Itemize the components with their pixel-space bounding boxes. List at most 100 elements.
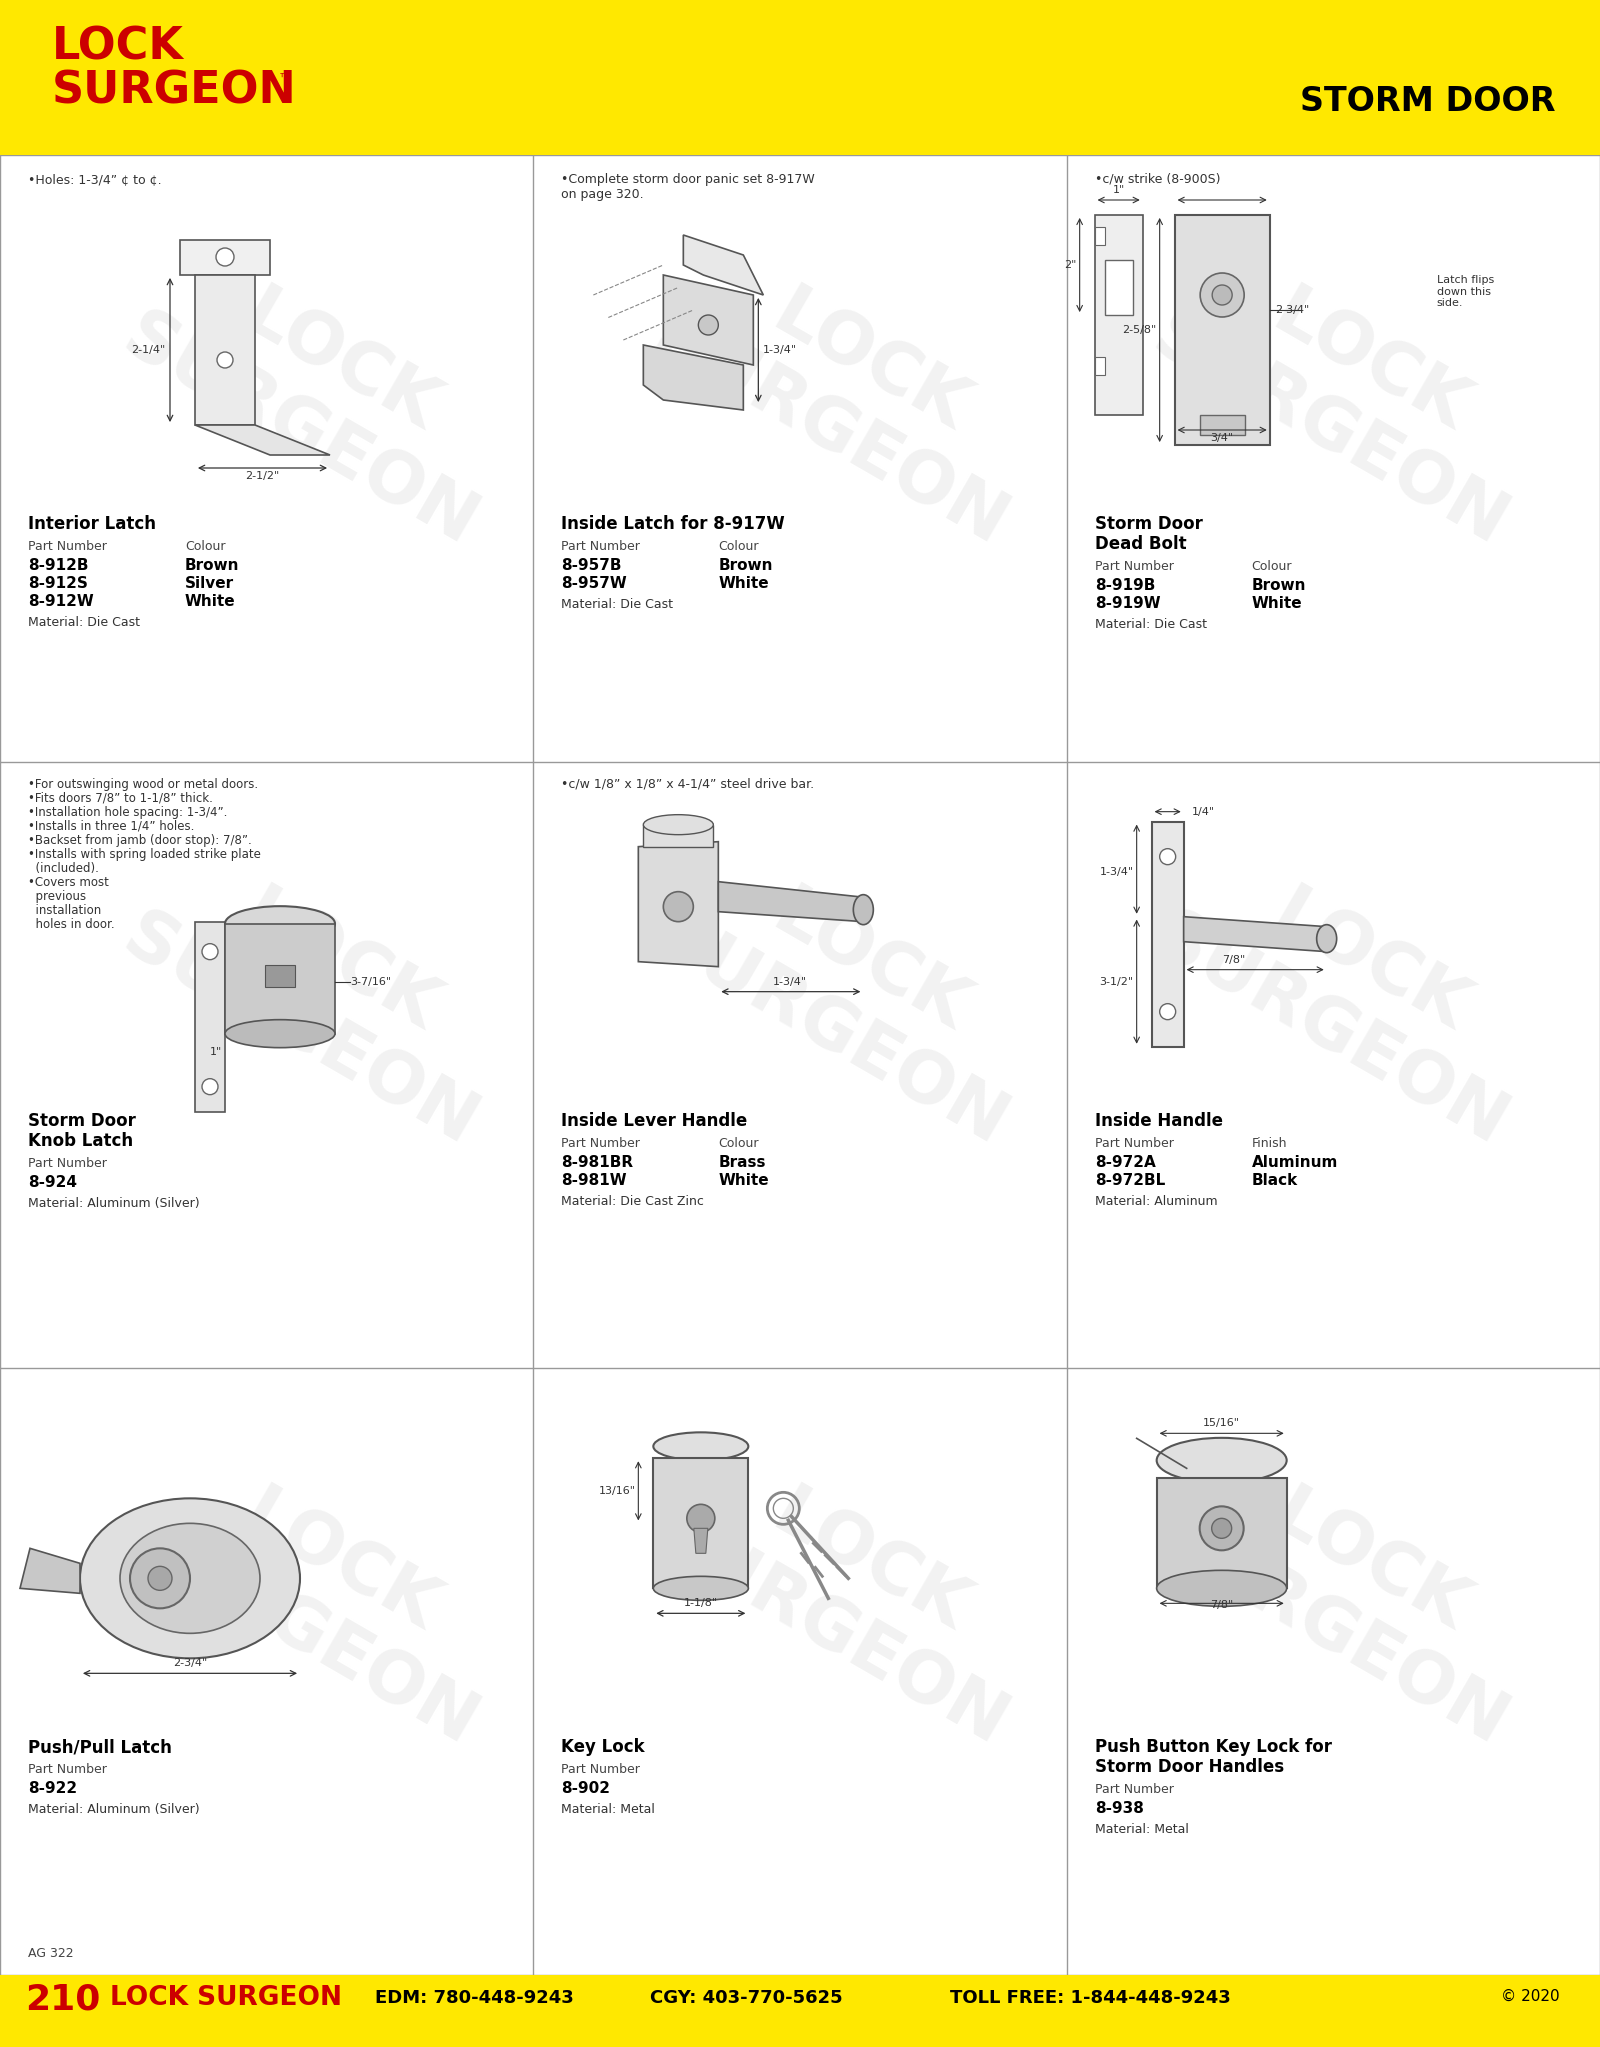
Text: 1": 1" (210, 1046, 222, 1056)
Circle shape (1211, 1519, 1232, 1539)
Text: Latch flips
down this
side.: Latch flips down this side. (1437, 274, 1494, 309)
Text: 2-3/4": 2-3/4" (173, 1658, 206, 1668)
Text: •c/w 1/8” x 1/8” x 4-1/4” steel drive bar.: •c/w 1/8” x 1/8” x 4-1/4” steel drive ba… (562, 778, 814, 790)
Text: ™: ™ (278, 72, 293, 88)
Text: CGY: 403-770-5625: CGY: 403-770-5625 (650, 1990, 843, 2006)
Circle shape (216, 248, 234, 266)
Polygon shape (195, 921, 226, 1112)
Ellipse shape (643, 815, 714, 835)
Ellipse shape (653, 1433, 749, 1460)
Polygon shape (643, 346, 744, 409)
Text: Storm Door: Storm Door (1094, 516, 1203, 532)
Text: 2-1/2": 2-1/2" (245, 471, 278, 481)
Text: Colour: Colour (718, 1136, 758, 1150)
Text: Finish: Finish (1251, 1136, 1286, 1150)
Circle shape (1160, 850, 1176, 864)
Text: Key Lock: Key Lock (562, 1738, 645, 1756)
Polygon shape (664, 274, 754, 364)
Text: Material: Die Cast Zinc: Material: Die Cast Zinc (562, 1195, 704, 1208)
Polygon shape (638, 841, 718, 966)
Text: © 2020: © 2020 (1501, 1990, 1560, 2004)
Text: Material: Aluminum: Material: Aluminum (1094, 1195, 1218, 1208)
Text: LOCK
SURGEON: LOCK SURGEON (110, 233, 530, 561)
Text: Part Number: Part Number (562, 540, 640, 553)
Circle shape (202, 944, 218, 960)
Text: White: White (718, 1173, 770, 1187)
Text: Brown: Brown (186, 559, 240, 573)
Text: Aluminum: Aluminum (1251, 1155, 1338, 1169)
Text: Dead Bolt: Dead Bolt (1094, 534, 1186, 553)
Circle shape (686, 1505, 715, 1533)
Text: 2-1/4": 2-1/4" (131, 346, 165, 354)
Text: LOCK
SURGEON: LOCK SURGEON (1141, 1433, 1558, 1760)
Polygon shape (179, 239, 270, 274)
Text: previous: previous (29, 890, 86, 903)
Text: SURGEON: SURGEON (51, 70, 296, 113)
Text: Material: Die Cast: Material: Die Cast (1094, 618, 1206, 630)
Text: 8-919B: 8-919B (1094, 577, 1155, 594)
Text: Colour: Colour (718, 540, 758, 553)
Bar (1200, 416, 1245, 436)
Text: LOCK
SURGEON: LOCK SURGEON (110, 833, 530, 1161)
Circle shape (1160, 1003, 1176, 1019)
Text: 3-7/16": 3-7/16" (350, 976, 390, 987)
Circle shape (147, 1566, 173, 1591)
Text: LOCK
SURGEON: LOCK SURGEON (110, 1433, 530, 1760)
Text: 3-1/2": 3-1/2" (1099, 976, 1134, 987)
Text: Part Number: Part Number (29, 1157, 107, 1169)
Text: •Installation hole spacing: 1-3/4”.: •Installation hole spacing: 1-3/4”. (29, 807, 227, 819)
Text: Material: Metal: Material: Metal (562, 1803, 656, 1816)
Text: 8-972A: 8-972A (1094, 1155, 1155, 1169)
Text: 8-919W: 8-919W (1094, 596, 1160, 610)
Circle shape (202, 1079, 218, 1095)
Text: Inside Lever Handle: Inside Lever Handle (562, 1112, 747, 1130)
Text: Storm Door: Storm Door (29, 1112, 136, 1130)
Text: 13/16": 13/16" (598, 1486, 635, 1496)
Text: LOCK
SURGEON: LOCK SURGEON (642, 233, 1059, 561)
Bar (266, 964, 294, 987)
Text: •Holes: 1-3/4” ¢ to ¢.: •Holes: 1-3/4” ¢ to ¢. (29, 174, 162, 186)
Polygon shape (694, 1529, 707, 1554)
Text: LOCK: LOCK (51, 25, 184, 68)
Text: Part Number: Part Number (562, 1136, 640, 1150)
Text: •For outswinging wood or metal doors.: •For outswinging wood or metal doors. (29, 778, 258, 790)
Text: installation: installation (29, 903, 101, 917)
Text: •Complete storm door panic set 8-917W: •Complete storm door panic set 8-917W (562, 174, 814, 186)
Polygon shape (19, 1548, 80, 1593)
Ellipse shape (120, 1523, 259, 1634)
Text: Material: Metal: Material: Metal (1094, 1824, 1189, 1836)
Text: Silver: Silver (186, 575, 234, 592)
Text: AG 322: AG 322 (29, 1947, 74, 1959)
Text: Knob Latch: Knob Latch (29, 1132, 133, 1150)
Text: Material: Die Cast: Material: Die Cast (29, 616, 141, 628)
Text: 8-922: 8-922 (29, 1781, 77, 1797)
Text: Brass: Brass (718, 1155, 766, 1169)
Circle shape (1200, 1507, 1243, 1550)
Bar (1157, 1478, 1286, 1588)
Text: White: White (186, 594, 235, 610)
Text: Colour: Colour (186, 540, 226, 553)
Bar (1152, 821, 1184, 1046)
Text: Interior Latch: Interior Latch (29, 516, 157, 532)
Text: STORM DOOR: STORM DOOR (1299, 86, 1555, 119)
Text: White: White (1251, 596, 1302, 610)
Bar (0, 1975, 1600, 2047)
Text: 7/8": 7/8" (1222, 954, 1245, 964)
Bar (1174, 215, 1270, 444)
Circle shape (1200, 272, 1245, 317)
Text: Push/Pull Latch: Push/Pull Latch (29, 1738, 171, 1756)
Polygon shape (718, 882, 864, 921)
Text: •c/w strike (8-900S): •c/w strike (8-900S) (1094, 174, 1221, 186)
Text: 3/4": 3/4" (1211, 434, 1234, 442)
Text: 8-912S: 8-912S (29, 575, 88, 592)
Bar (226, 923, 334, 1034)
Text: holes in door.: holes in door. (29, 917, 115, 931)
Bar (643, 825, 714, 847)
Text: Brown: Brown (718, 559, 773, 573)
Text: TOLL FREE: 1-844-448-9243: TOLL FREE: 1-844-448-9243 (950, 1990, 1230, 2006)
Text: Inside Latch for 8-917W: Inside Latch for 8-917W (562, 516, 786, 532)
Text: 1": 1" (1112, 184, 1125, 194)
Ellipse shape (226, 907, 334, 942)
Circle shape (1213, 285, 1232, 305)
Polygon shape (1184, 917, 1326, 952)
